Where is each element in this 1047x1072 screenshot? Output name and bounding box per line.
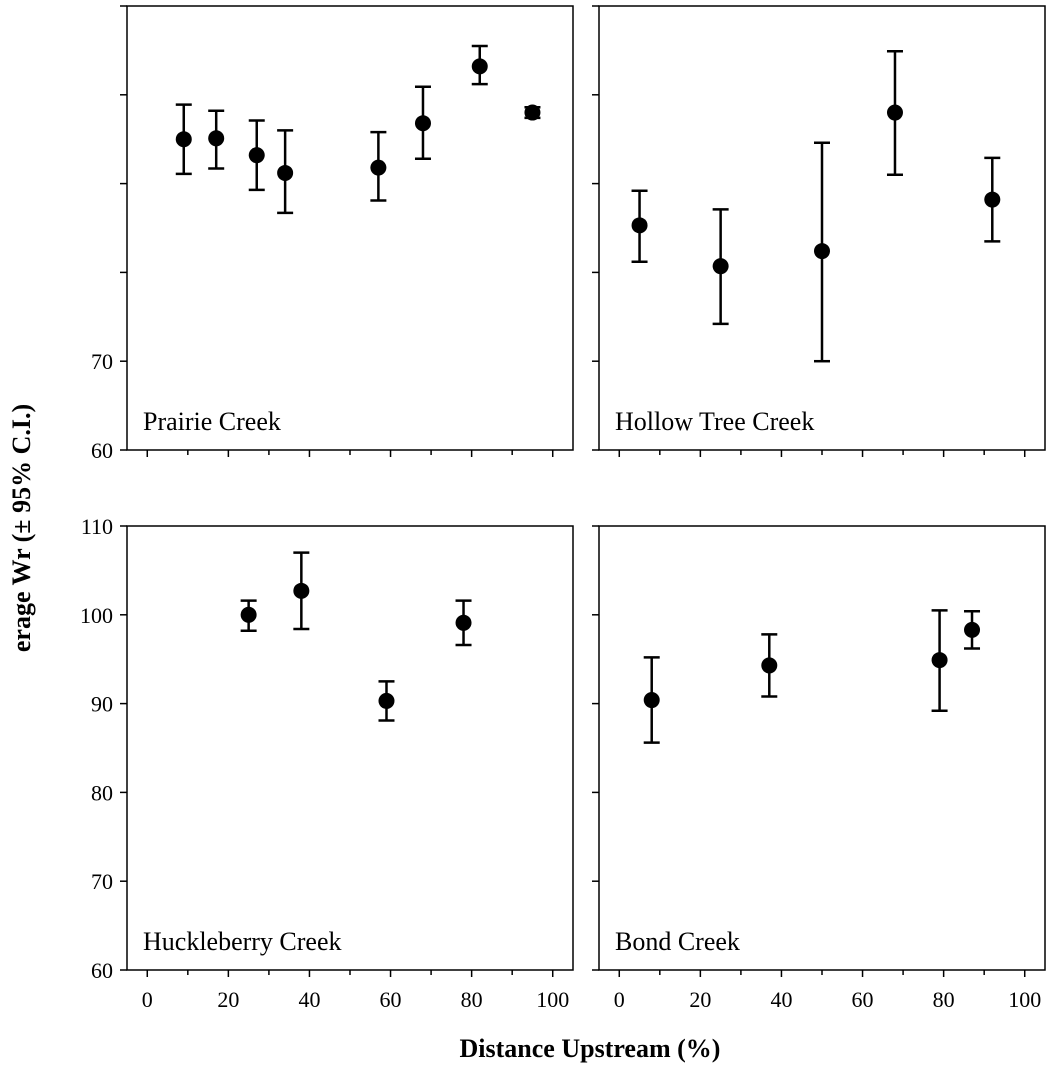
data-point — [886, 104, 903, 121]
x-tick-label: 100 — [536, 987, 569, 1012]
x-tick-label: 20 — [689, 987, 711, 1012]
y-axis-title: erage Wr (± 95% C.I.) — [7, 404, 36, 652]
x-tick-label: 60 — [852, 987, 874, 1012]
x-tick-label: 80 — [461, 987, 483, 1012]
data-point — [370, 159, 387, 176]
panel-2: Hollow Tree Creek — [592, 5, 1046, 457]
panel-label: Prairie Creek — [143, 407, 281, 436]
data-point — [471, 58, 488, 75]
data-point — [175, 131, 192, 148]
data-point — [712, 258, 729, 275]
x-tick-label: 0 — [142, 987, 153, 1012]
panel-1: 60 70 Prairie Creek — [91, 5, 574, 463]
panel-4: 0 20 40 60 80 100 Bond Creek — [592, 525, 1046, 1012]
panels-layer: 60 70 Prairie Creek Hollow Tree Creek 60 70 80… — [80, 5, 1046, 1012]
y-tick-label: 70 — [91, 349, 113, 374]
data-point — [931, 652, 948, 669]
data-point — [208, 130, 225, 147]
y-tick-label: 60 — [91, 958, 113, 983]
data-point — [240, 606, 257, 623]
x-tick-label: 80 — [933, 987, 955, 1012]
x-tick-label: 20 — [217, 987, 239, 1012]
x-tick-label: 100 — [1008, 987, 1041, 1012]
x-tick-label: 0 — [614, 987, 625, 1012]
x-tick-label: 40 — [298, 987, 320, 1012]
data-point — [524, 104, 541, 121]
data-point — [984, 191, 1001, 208]
y-tick-label: 110 — [81, 514, 113, 539]
data-point — [248, 147, 265, 164]
data-point — [761, 657, 778, 674]
y-tick-label: 90 — [91, 692, 113, 717]
panel-3: 60 70 80 90 100 110 0 20 40 60 80 100 Huckleberry Cr… — [80, 514, 574, 1012]
panel-label: Huckleberry Creek — [143, 927, 342, 956]
data-point — [814, 243, 830, 260]
data-point — [643, 692, 660, 709]
y-tick-label: 100 — [80, 603, 113, 628]
panel-frame — [126, 525, 574, 971]
y-tick-label: 60 — [91, 438, 113, 463]
panel-frame — [126, 5, 574, 451]
data-point — [277, 164, 294, 181]
panel-frame — [598, 525, 1046, 971]
data-point — [293, 582, 310, 599]
data-point — [964, 621, 981, 638]
x-axis-title: Distance Upstream (%) — [460, 1034, 721, 1063]
data-point — [378, 692, 395, 709]
x-tick-label: 60 — [380, 987, 402, 1012]
x-tick-label: 40 — [770, 987, 792, 1012]
y-tick-label: 70 — [91, 869, 113, 894]
data-point — [631, 217, 648, 234]
y-tick-label: 80 — [91, 780, 113, 805]
data-point — [414, 115, 431, 132]
panel-label: Bond Creek — [615, 927, 740, 956]
panel-label: Hollow Tree Creek — [615, 407, 814, 436]
data-point — [455, 614, 472, 631]
